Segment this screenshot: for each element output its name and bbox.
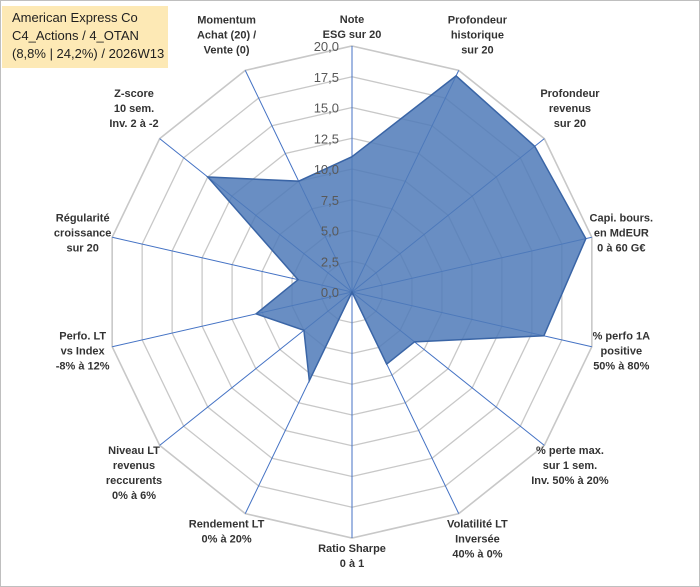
- axis-label-line: 40% à 0%: [452, 549, 502, 561]
- tick-label: 17,5: [314, 70, 339, 85]
- axis-label-line: Inv. 2 à -2: [109, 118, 158, 130]
- axis-label-line: % perfo 1A: [593, 331, 651, 343]
- axis-label-line: reccurents: [106, 475, 162, 487]
- axis-label: Note ESG sur 20: [323, 14, 382, 41]
- axis-label-line: Vente (0): [204, 44, 250, 56]
- series: [206, 74, 587, 384]
- axis-label-line: 0 à 1: [340, 558, 364, 570]
- tick-label: 5,0: [321, 224, 339, 239]
- axis-label-line: Volatilité LT: [447, 519, 508, 531]
- axis-label: Régularité croissance sur 20: [54, 212, 111, 254]
- axis-label-line: Z-score: [114, 88, 154, 100]
- axis-label-line: Ratio Sharpe: [318, 543, 386, 555]
- axis-label-line: croissance: [54, 227, 111, 239]
- tick-label: 10,0: [314, 162, 339, 177]
- axis-label-line: Régularité: [56, 212, 110, 224]
- axis-label: % perte max. sur 1 sem. Inv. 50% à 20%: [531, 445, 609, 487]
- axis-label-line: Note: [340, 14, 364, 26]
- axis-label-line: Inv. 50% à 20%: [531, 475, 609, 487]
- axis-label: Z-score 10 sem. Inv. 2 à -2: [109, 88, 158, 130]
- axis-label-line: sur 20: [461, 44, 493, 56]
- axis-label-line: Niveau LT: [108, 445, 160, 457]
- title-box: American Express Co C4_Actions / 4_OTAN …: [2, 6, 168, 68]
- title-line-1: American Express Co: [12, 10, 138, 25]
- axis-label-line: sur 20: [66, 242, 98, 254]
- axis-label: Profondeur revenus sur 20: [540, 88, 600, 130]
- radial-tick-labels: 0,0 2,5 5,0 7,5 10,0 12,5 15,0 17,5 20,0: [314, 39, 339, 300]
- axis-label: Profondeur historique sur 20: [448, 14, 508, 56]
- axis-label-line: 50% à 80%: [593, 361, 649, 373]
- tick-label: 15,0: [314, 101, 339, 116]
- axis-label-line: ESG sur 20: [323, 29, 382, 41]
- axis-label: % perfo 1A positive 50% à 80%: [593, 331, 651, 373]
- axis-labels: Note ESG sur 20 Profondeur historique sur 20…: [54, 14, 653, 570]
- axis-label-line: 10 sem.: [114, 103, 154, 115]
- axis-label: Volatilité LT Inversée 40% à 0%: [447, 519, 508, 561]
- axis-label: Rendement LT 0% à 20%: [189, 519, 265, 546]
- axis-label-line: -8% à 12%: [56, 361, 110, 373]
- axis-label-line: % perte max.: [536, 445, 604, 457]
- axis-label-line: 0 à 60 G€: [597, 242, 645, 254]
- axis-label-line: sur 1 sem.: [543, 460, 597, 472]
- axis-label-line: Profondeur: [448, 14, 508, 26]
- axis-label-line: Achat (20) /: [197, 29, 256, 41]
- tick-label: 20,0: [314, 39, 339, 54]
- axis-label-line: 0% à 6%: [112, 490, 156, 502]
- axis-label-line: Rendement LT: [189, 519, 265, 531]
- axis-label: Perfo. LT vs Index -8% à 12%: [56, 331, 110, 373]
- title-line-2: C4_Actions / 4_OTAN: [12, 28, 139, 43]
- axis-label-line: en MdEUR: [594, 227, 649, 239]
- axis-label-line: Profondeur: [540, 88, 600, 100]
- tick-label: 12,5: [314, 131, 339, 146]
- axis-label-line: Capi. bours.: [590, 212, 654, 224]
- axis-label-line: revenus: [549, 103, 591, 115]
- tick-label: 7,5: [321, 193, 339, 208]
- axis-label-line: Perfo. LT: [59, 331, 106, 343]
- axis-label: Niveau LT revenus reccurents 0% à 6%: [106, 445, 162, 502]
- axis-label-line: revenus: [113, 460, 155, 472]
- tick-label: 2,5: [321, 254, 339, 269]
- title-line-3: (8,8% | 24,2%) / 2026W13: [12, 46, 165, 61]
- axis-label-line: vs Index: [61, 346, 106, 358]
- axis-label-line: sur 20: [554, 118, 586, 130]
- series-area: [206, 74, 587, 384]
- axis-label-line: 0% à 20%: [202, 534, 252, 546]
- axis-label: Ratio Sharpe 0 à 1: [318, 543, 386, 570]
- axis-label-line: Inversée: [455, 534, 500, 546]
- axis-label-line: historique: [451, 29, 504, 41]
- axis-label: Momentum Achat (20) / Vente (0): [197, 14, 256, 56]
- axis-label-line: positive: [601, 346, 643, 358]
- tick-label: 0,0: [321, 285, 339, 300]
- axis-label-line: Momentum: [197, 14, 256, 26]
- axis-label: Capi. bours. en MdEUR 0 à 60 G€: [590, 212, 654, 254]
